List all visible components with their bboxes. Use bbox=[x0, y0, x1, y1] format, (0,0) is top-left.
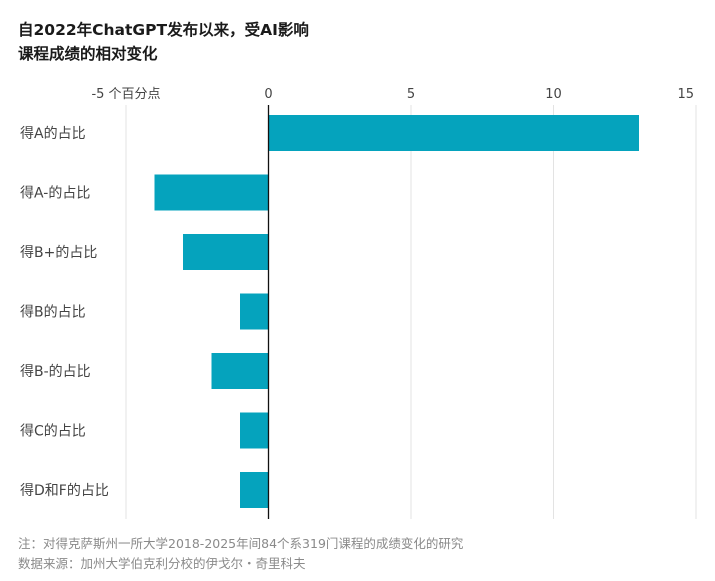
category-label-5: 得B-的占比 bbox=[20, 363, 91, 380]
x-tick-label-3: 10 bbox=[545, 87, 562, 102]
chart-title-line-1: 自2022年ChatGPT发布以来，受AI影响 bbox=[18, 21, 309, 39]
x-tick-label-2: 5 bbox=[407, 87, 415, 102]
category-label-2: 得A-的占比 bbox=[20, 185, 90, 202]
x-tick-label-1: 0 bbox=[264, 87, 272, 102]
category-label-4: 得B的占比 bbox=[20, 304, 86, 321]
bar-4 bbox=[240, 293, 269, 330]
x-tick-label-4: 15 bbox=[677, 87, 694, 102]
chart-footer: 注：对得克萨斯州一所大学2018-2025年间84个系319门课程的成绩变化的研… bbox=[18, 534, 463, 574]
x-tick-label-0: -5 个百分点 bbox=[91, 87, 160, 102]
bar-6 bbox=[240, 412, 269, 449]
footnote: 注：对得克萨斯州一所大学2018-2025年间84个系319门课程的成绩变化的研… bbox=[18, 536, 464, 551]
category-label-7: 得D和F的占比 bbox=[20, 482, 109, 499]
bar-2 bbox=[154, 174, 269, 211]
bar-5 bbox=[211, 353, 269, 389]
chart-title: 自2022年ChatGPT发布以来，受AI影响 课程成绩的相对变化 bbox=[18, 18, 309, 66]
bar-7 bbox=[240, 472, 269, 508]
bar-1 bbox=[268, 115, 639, 151]
source-note: 数据来源：加州大学伯克利分校的伊戈尔・奇里科夫 bbox=[18, 556, 306, 571]
category-label-1: 得A的占比 bbox=[20, 125, 86, 142]
bar-3 bbox=[183, 234, 269, 270]
category-label-3: 得B+的占比 bbox=[20, 244, 97, 261]
chart-title-line-2: 课程成绩的相对变化 bbox=[18, 45, 158, 63]
category-label-6: 得C的占比 bbox=[20, 423, 86, 440]
